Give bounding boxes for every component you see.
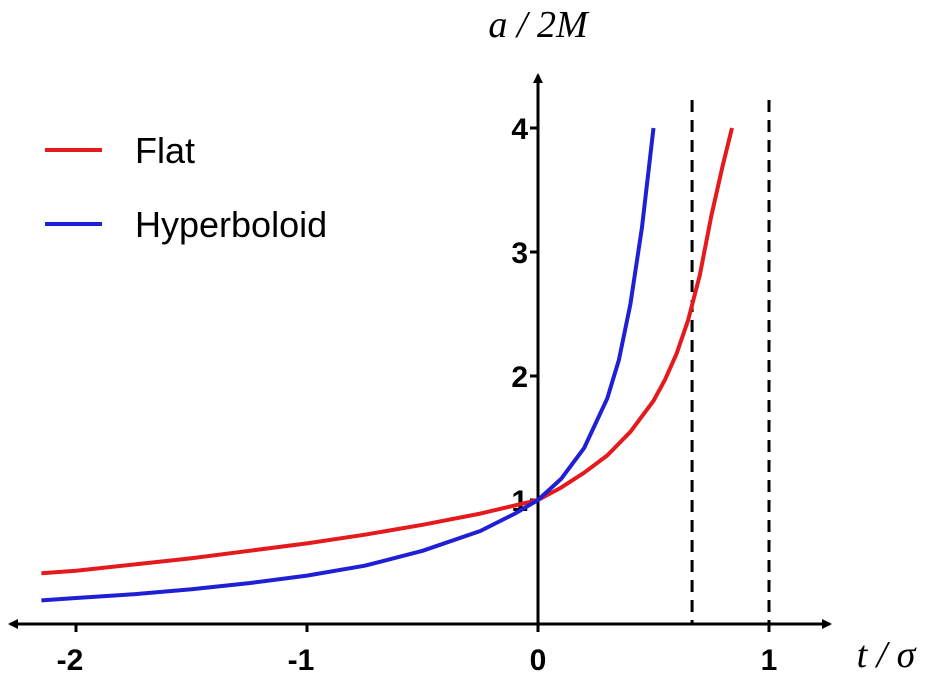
y-tick-label: 2 bbox=[511, 361, 528, 394]
y-tick-label: 4 bbox=[511, 113, 528, 146]
x-axis-title: t / σ bbox=[857, 634, 917, 676]
series-line-hyperboloid bbox=[41, 127, 656, 603]
x-tick-label: -2 bbox=[57, 644, 84, 677]
x-tick-label: -1 bbox=[288, 644, 315, 677]
x-ticks: -2 -1 0 1 bbox=[57, 624, 778, 677]
series-layer bbox=[41, 127, 734, 603]
legend-label: Flat bbox=[135, 130, 195, 171]
legend-label: Hyperboloid bbox=[135, 204, 327, 245]
x-tick-label: 0 bbox=[530, 644, 547, 677]
legend: Flat Hyperboloid bbox=[45, 130, 327, 245]
y-axis-title: a / 2M bbox=[488, 4, 590, 46]
x-tick-label: 1 bbox=[761, 644, 778, 677]
series-line-flat bbox=[41, 127, 734, 576]
y-tick-label: 3 bbox=[511, 237, 528, 270]
reference-lines bbox=[690, 100, 771, 624]
